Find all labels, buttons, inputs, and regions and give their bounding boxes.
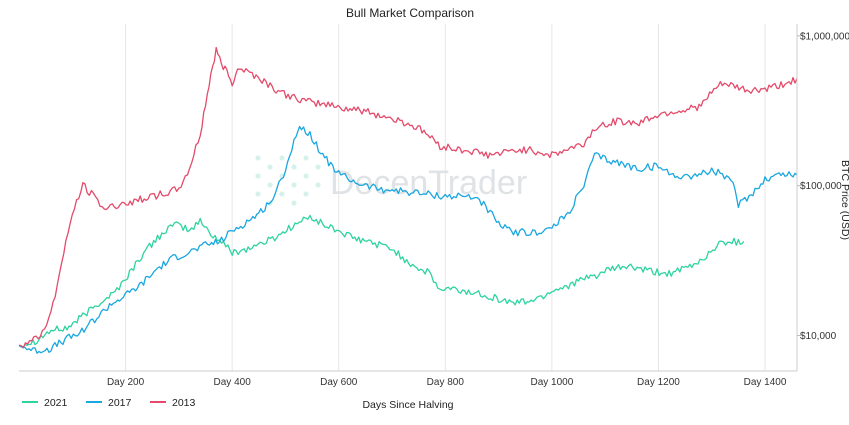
series-layer (18, 46, 798, 354)
legend: 2021 2017 2013 (22, 397, 196, 409)
watermark-dot (255, 155, 261, 161)
watermark-dot (315, 182, 321, 188)
y-axis-label: BTC Price (USD) (839, 160, 849, 240)
y-tick-label: $1,000,000 (800, 31, 849, 42)
grid-lines (125, 24, 766, 371)
x-axis-label: Days Since Halving (362, 399, 453, 411)
y-axis-ticks: $10,000 $100,000 $1,000,000 (797, 31, 849, 342)
watermark-text: DecenTrader (330, 164, 527, 202)
series-line-2021 (18, 214, 745, 349)
x-tick-label: Day 200 (107, 377, 145, 388)
watermark-dot (303, 155, 309, 161)
x-tick-label: Day 800 (427, 377, 465, 388)
watermark-dot (279, 155, 285, 161)
x-tick-label: Day 1000 (530, 377, 573, 388)
watermark-dot (291, 182, 297, 188)
series-line-2017 (18, 125, 798, 354)
x-tick-label: Day 1400 (744, 377, 787, 388)
watermark-dot (267, 182, 273, 188)
legend-label-2013: 2013 (172, 397, 196, 409)
series-line-2013 (18, 46, 798, 349)
legend-label-2017: 2017 (108, 397, 132, 409)
watermark-dot (315, 164, 321, 170)
legend-label-2021: 2021 (44, 397, 68, 409)
watermark-dot (279, 191, 285, 197)
x-tick-label: Day 1200 (637, 377, 680, 388)
chart-title: Bull Market Comparison (346, 6, 474, 20)
watermark-dot (303, 173, 309, 179)
watermark-logo (255, 155, 321, 206)
x-tick-label: Day 600 (320, 377, 358, 388)
y-tick-label: $10,000 (800, 331, 837, 342)
watermark: DecenTrader (255, 155, 527, 206)
watermark-dot (291, 164, 297, 170)
x-tick-label: Day 400 (214, 377, 252, 388)
watermark-dot (255, 191, 261, 197)
y-tick-label: $100,000 (800, 181, 842, 192)
watermark-dot (255, 173, 261, 179)
watermark-dot (291, 200, 297, 206)
x-axis-ticks: Day 200 Day 400 Day 600 Day 800 Day 1000 Day … (107, 377, 787, 388)
watermark-dot (267, 164, 273, 170)
watermark-dot (303, 191, 309, 197)
